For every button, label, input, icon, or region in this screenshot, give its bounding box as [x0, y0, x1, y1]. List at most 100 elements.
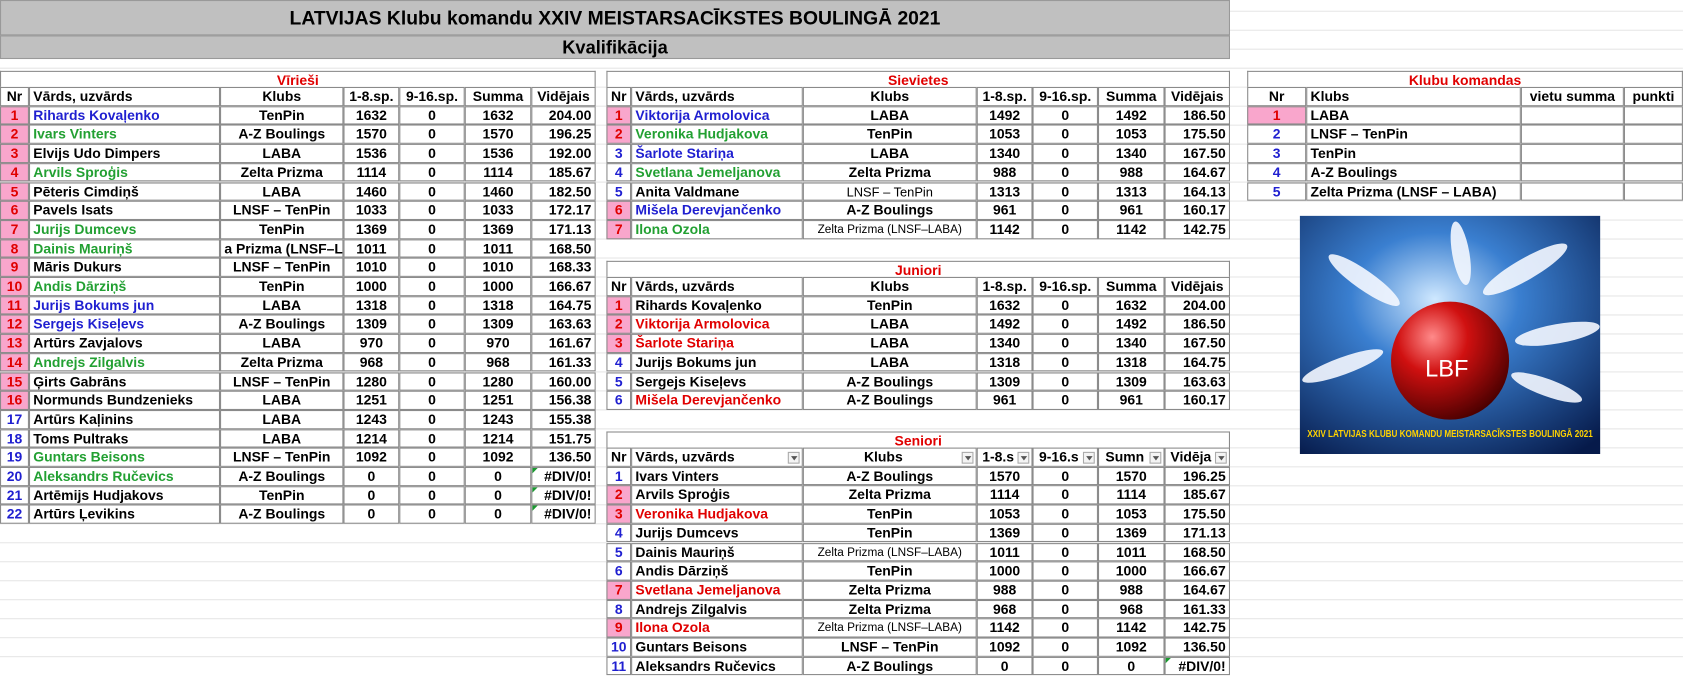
- score-cell: 1632: [464, 105, 532, 125]
- rank-cell: 10: [0, 276, 29, 296]
- club-cell: a Prizma (LNSF–LA: [220, 238, 344, 258]
- club-cell: LABA: [1306, 105, 1521, 125]
- club-cell: A-Z Boulings: [220, 314, 344, 334]
- score-cell: 1318: [343, 295, 400, 315]
- score-cell: 155.38: [531, 409, 596, 429]
- club-cell: LABA: [802, 333, 977, 353]
- score-cell: 1243: [464, 409, 532, 429]
- score-cell: 1632: [976, 295, 1033, 315]
- score-cell: 164.13: [1164, 181, 1231, 201]
- score-cell: 163.63: [1164, 371, 1231, 391]
- score-cell: 151.75: [531, 428, 596, 448]
- score-cell: 163.63: [531, 314, 596, 334]
- score-cell: 1092: [464, 447, 532, 467]
- name-cell: Svetlana Jemeljanova: [631, 580, 803, 600]
- name-cell: Elvijs Udo Dimpers: [28, 143, 221, 163]
- filter-button[interactable]: [1149, 451, 1162, 464]
- club-cell: A-Z Boulings: [220, 466, 344, 486]
- club-cell: [1520, 124, 1624, 144]
- rank-cell: 1: [1247, 105, 1307, 125]
- score-cell: 0: [343, 485, 400, 505]
- column-header: Summa: [1097, 276, 1165, 296]
- rank-cell: 1: [606, 295, 632, 315]
- score-cell: 0: [464, 504, 532, 524]
- score-cell: 0: [1032, 352, 1098, 372]
- rank-cell: 22: [0, 504, 29, 524]
- score-cell: 142.75: [1164, 618, 1231, 638]
- score-cell: #DIV/0!: [531, 504, 596, 524]
- score-cell: 0: [399, 371, 465, 391]
- score-cell: 0: [399, 295, 465, 315]
- score-cell: 0: [399, 219, 465, 239]
- column-header: Klubs: [802, 447, 977, 467]
- score-cell: 1318: [464, 295, 532, 315]
- score-cell: 186.50: [1164, 314, 1231, 334]
- rank-cell: 21: [0, 485, 29, 505]
- score-cell: 164.75: [1164, 352, 1231, 372]
- filter-button[interactable]: [1082, 451, 1095, 464]
- column-header: Vidējais: [531, 86, 596, 106]
- score-cell: 961: [976, 390, 1033, 410]
- name-cell: Aleksandrs Ručevics: [28, 466, 221, 486]
- club-cell: Zelta Prizma: [220, 352, 344, 372]
- score-cell: 968: [464, 352, 532, 372]
- column-header: Nr: [606, 276, 632, 296]
- club-cell: A-Z Boulings: [802, 371, 977, 391]
- club-cell: TenPin: [220, 105, 344, 125]
- rank-cell: 11: [606, 656, 632, 676]
- score-cell: 1340: [976, 333, 1033, 353]
- name-cell: Ivars Vinters: [28, 124, 221, 144]
- rank-cell: 8: [0, 238, 29, 258]
- error-indicator: [532, 505, 538, 512]
- score-cell: 988: [1097, 580, 1165, 600]
- sheet-subtitle: Kvalifikācija: [0, 35, 1231, 60]
- score-cell: 1011: [1097, 542, 1165, 562]
- club-cell: A-Z Boulings: [802, 466, 977, 486]
- name-cell: Andis Dārziņš: [631, 561, 803, 581]
- score-cell: 1053: [1097, 124, 1165, 144]
- score-cell: 175.50: [1164, 124, 1231, 144]
- name-cell: Andis Dārziņš: [28, 276, 221, 296]
- rank-cell: 2: [606, 485, 632, 505]
- column-header: 1-8.sp.: [976, 276, 1033, 296]
- score-cell: 1309: [464, 314, 532, 334]
- rank-cell: 2: [1247, 124, 1307, 144]
- score-cell: 1369: [1097, 523, 1165, 543]
- score-cell: #DIV/0!: [1164, 656, 1231, 676]
- column-header: punkti: [1623, 86, 1683, 106]
- column-header: Klubs: [802, 86, 977, 106]
- name-cell: Viktorija Armolovica: [631, 314, 803, 334]
- name-cell: Rihards Kovaļenko: [28, 105, 221, 125]
- club-cell: A-Z Boulings: [802, 390, 977, 410]
- score-cell: 0: [399, 257, 465, 277]
- score-cell: 961: [976, 200, 1033, 220]
- name-cell: Pavels Isats: [28, 200, 221, 220]
- score-cell: 185.67: [531, 162, 596, 182]
- column-header: 1-8.s: [976, 447, 1033, 467]
- score-cell: 204.00: [531, 105, 596, 125]
- score-cell: 167.50: [1164, 333, 1231, 353]
- filter-button[interactable]: [1017, 451, 1030, 464]
- column-header: Vārds, uzvārds: [631, 276, 803, 296]
- filter-button[interactable]: [1214, 451, 1227, 464]
- score-cell: 136.50: [1164, 637, 1231, 657]
- rank-cell: 18: [0, 428, 29, 448]
- section-title: Vīrieši: [0, 70, 596, 87]
- score-cell: 0: [399, 276, 465, 296]
- club-cell: Zelta Prizma: [802, 485, 977, 505]
- score-cell: 0: [1032, 580, 1098, 600]
- rank-cell: 3: [606, 333, 632, 353]
- filter-button[interactable]: [787, 451, 800, 464]
- filter-button[interactable]: [961, 451, 974, 464]
- column-header: Summa: [1097, 86, 1165, 106]
- name-cell: Ilona Ozola: [631, 618, 803, 638]
- logo-caption: XXIV LATVIJAS KLUBU KOMANDU MEISTARSACĪK…: [1307, 428, 1593, 440]
- column-header: Vārds, uzvārds: [631, 447, 803, 467]
- score-cell: 988: [1097, 162, 1165, 182]
- name-cell: Toms Pultraks: [28, 428, 221, 448]
- score-cell: 1114: [343, 162, 400, 182]
- score-cell: 1251: [343, 390, 400, 410]
- name-cell: Pēteris Cimdiņš: [28, 181, 221, 201]
- name-cell: Artūrs Ļevikins: [28, 504, 221, 524]
- column-header: Nr: [0, 86, 29, 106]
